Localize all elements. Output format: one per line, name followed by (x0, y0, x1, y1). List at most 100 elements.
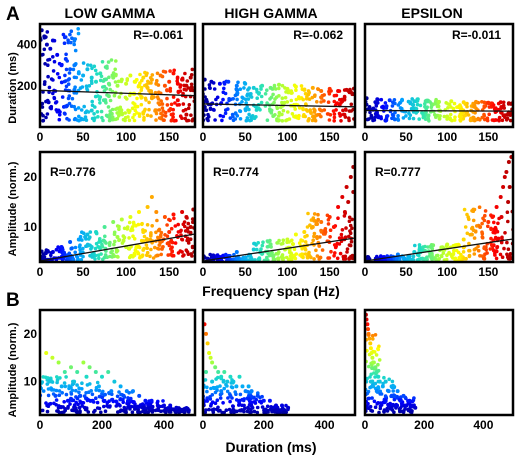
data-point (461, 237, 466, 242)
data-point (83, 407, 88, 412)
data-point (57, 75, 62, 80)
data-point (332, 254, 336, 258)
data-point (265, 404, 270, 409)
data-point (506, 254, 510, 259)
data-point (51, 91, 55, 96)
data-point (279, 255, 284, 259)
data-point (73, 250, 77, 255)
data-point (106, 94, 111, 99)
data-point (132, 118, 137, 123)
data-point (70, 382, 75, 387)
data-point (406, 408, 411, 413)
correlation-annotation: R=-0.011 (452, 28, 501, 42)
data-point (504, 170, 509, 174)
data-point (395, 389, 400, 394)
data-point (290, 91, 294, 95)
data-point (97, 388, 102, 393)
data-point (376, 386, 381, 390)
data-point (72, 42, 76, 47)
data-point (95, 72, 99, 76)
data-point (299, 84, 304, 88)
data-point (337, 111, 342, 116)
data-point (139, 102, 144, 107)
data-point (189, 113, 193, 117)
data-point (409, 410, 414, 415)
data-point (135, 96, 139, 101)
data-point (297, 106, 302, 110)
data-point (293, 256, 298, 261)
data-point (42, 34, 47, 39)
data-point (392, 403, 397, 408)
data-point (70, 36, 74, 40)
data-point (87, 84, 92, 88)
data-point (104, 241, 108, 245)
data-point (56, 360, 61, 365)
data-point (85, 88, 90, 93)
data-point (417, 248, 422, 252)
data-point (141, 75, 146, 80)
data-point (240, 95, 244, 100)
data-point (94, 79, 98, 84)
data-point (165, 241, 170, 246)
data-point (430, 253, 434, 258)
data-point (245, 93, 249, 98)
data-point (243, 406, 247, 411)
data-point (373, 381, 378, 386)
data-point (85, 383, 90, 387)
data-point (480, 254, 484, 258)
data-point (500, 235, 504, 240)
data-point (495, 245, 500, 249)
data-point (444, 257, 449, 262)
data-point (293, 107, 298, 111)
data-point (69, 246, 73, 251)
data-point (130, 106, 135, 111)
data-point (326, 222, 331, 226)
data-point (156, 406, 160, 411)
data-point (115, 235, 120, 239)
data-point (185, 236, 190, 241)
points-A-amplitude-lowgamma (40, 195, 195, 262)
data-point (338, 251, 343, 256)
data-point (168, 409, 172, 414)
y-tick-label: 10 (24, 375, 38, 389)
data-point (477, 205, 482, 209)
data-point (123, 111, 127, 115)
data-point (312, 257, 316, 261)
axes-frame (363, 22, 515, 129)
column-title-low-gamma: LOW GAMMA (65, 5, 156, 21)
data-point (233, 111, 238, 115)
data-point (384, 118, 389, 123)
data-point (348, 90, 353, 94)
data-point (260, 83, 265, 88)
data-point (247, 86, 251, 90)
data-point (78, 234, 83, 239)
data-point (82, 104, 86, 109)
data-point (374, 370, 379, 374)
data-point (265, 101, 269, 105)
data-point (207, 351, 212, 355)
data-point (98, 237, 102, 241)
data-point (142, 405, 146, 410)
y-axis-label-amplitude-a: Amplitude (norm.) (7, 161, 19, 256)
data-point (389, 384, 394, 389)
data-point (228, 374, 233, 379)
data-point (137, 112, 142, 116)
data-point (171, 95, 176, 99)
data-point (191, 220, 195, 224)
data-point (109, 389, 114, 394)
data-point (389, 394, 393, 399)
data-point (277, 408, 281, 412)
data-point (127, 118, 132, 123)
data-point (322, 93, 327, 97)
data-point (472, 105, 477, 109)
data-point (63, 79, 68, 83)
x-tick-label: 0 (37, 418, 44, 432)
data-point (472, 252, 477, 256)
data-point (240, 384, 245, 389)
data-point (177, 103, 181, 107)
data-point (85, 67, 90, 72)
data-point (402, 256, 407, 261)
data-point (482, 104, 487, 108)
data-point (81, 73, 86, 78)
data-point (106, 60, 111, 64)
